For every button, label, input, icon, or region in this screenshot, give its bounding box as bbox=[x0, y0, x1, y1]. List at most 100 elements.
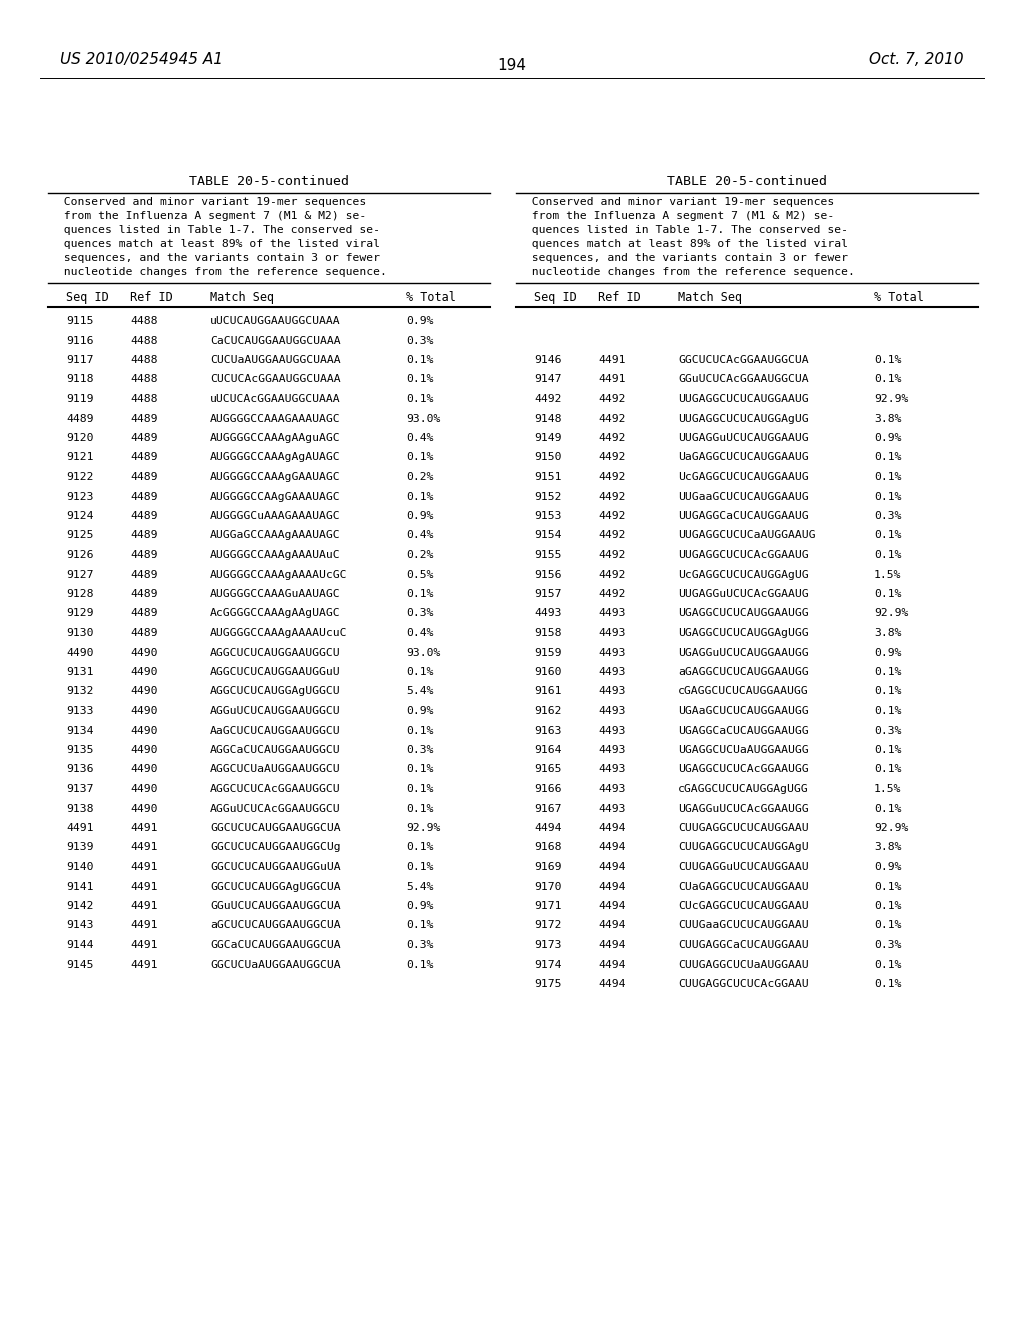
Text: 9137: 9137 bbox=[66, 784, 93, 795]
Text: AUGGGGCCAAAgAAguAGC: AUGGGGCCAAAgAAguAGC bbox=[210, 433, 341, 444]
Text: CUUGAGGCUCUCAUGGAAU: CUUGAGGCUCUCAUGGAAU bbox=[678, 822, 809, 833]
Text: AUGGGGCCAAAgAgAUAGC: AUGGGGCCAAAgAgAUAGC bbox=[210, 453, 341, 462]
Text: 4489: 4489 bbox=[130, 531, 158, 540]
Text: 4491: 4491 bbox=[130, 842, 158, 853]
Text: Ref ID: Ref ID bbox=[598, 290, 641, 304]
Text: 9167: 9167 bbox=[534, 804, 561, 813]
Text: 0.4%: 0.4% bbox=[406, 531, 433, 540]
Text: 0.9%: 0.9% bbox=[406, 315, 433, 326]
Text: 4488: 4488 bbox=[130, 315, 158, 326]
Text: UUGaaGCUCUCAUGGAAUG: UUGaaGCUCUCAUGGAAUG bbox=[678, 491, 809, 502]
Text: 9123: 9123 bbox=[66, 491, 93, 502]
Text: 9136: 9136 bbox=[66, 764, 93, 775]
Text: AGGCaCUCAUGGAAUGGCU: AGGCaCUCAUGGAAUGGCU bbox=[210, 744, 341, 755]
Text: uUCUCAcGGAAUGGCUAAA: uUCUCAcGGAAUGGCUAAA bbox=[210, 393, 341, 404]
Text: 92.9%: 92.9% bbox=[874, 822, 908, 833]
Text: 4492: 4492 bbox=[598, 393, 626, 404]
Text: 0.3%: 0.3% bbox=[406, 744, 433, 755]
Text: 9157: 9157 bbox=[534, 589, 561, 599]
Text: 0.9%: 0.9% bbox=[874, 648, 901, 657]
Text: from the Influenza A segment 7 (M1 & M2) se-: from the Influenza A segment 7 (M1 & M2)… bbox=[50, 211, 367, 220]
Text: cGAGGCUCUCAUGGAgUGG: cGAGGCUCUCAUGGAgUGG bbox=[678, 784, 809, 795]
Text: 0.1%: 0.1% bbox=[874, 902, 901, 911]
Text: 9135: 9135 bbox=[66, 744, 93, 755]
Text: 0.1%: 0.1% bbox=[874, 706, 901, 715]
Text: % Total: % Total bbox=[406, 290, 456, 304]
Text: 4492: 4492 bbox=[598, 433, 626, 444]
Text: 9172: 9172 bbox=[534, 920, 561, 931]
Text: 4494: 4494 bbox=[598, 862, 626, 873]
Text: 4494: 4494 bbox=[598, 822, 626, 833]
Text: 4493: 4493 bbox=[598, 667, 626, 677]
Text: 0.1%: 0.1% bbox=[406, 355, 433, 366]
Text: 0.3%: 0.3% bbox=[406, 609, 433, 619]
Text: 4492: 4492 bbox=[598, 511, 626, 521]
Text: 4489: 4489 bbox=[130, 628, 158, 638]
Text: 9160: 9160 bbox=[534, 667, 561, 677]
Text: 93.0%: 93.0% bbox=[406, 413, 440, 424]
Text: 0.1%: 0.1% bbox=[874, 550, 901, 560]
Text: 0.1%: 0.1% bbox=[406, 375, 433, 384]
Text: CUUGAGGuUCUCAUGGAAU: CUUGAGGuUCUCAUGGAAU bbox=[678, 862, 809, 873]
Text: quences match at least 89% of the listed viral: quences match at least 89% of the listed… bbox=[50, 239, 380, 249]
Text: AGGCUCUCAcGGAAUGGCU: AGGCUCUCAcGGAAUGGCU bbox=[210, 784, 341, 795]
Text: UGAGGuUCUCAcGGAAUGG: UGAGGuUCUCAcGGAAUGG bbox=[678, 804, 809, 813]
Text: 9174: 9174 bbox=[534, 960, 561, 969]
Text: 4492: 4492 bbox=[598, 589, 626, 599]
Text: 0.1%: 0.1% bbox=[406, 589, 433, 599]
Text: UUGAGGCUCUCaAUGGAAUG: UUGAGGCUCUCaAUGGAAUG bbox=[678, 531, 815, 540]
Text: 4494: 4494 bbox=[598, 902, 626, 911]
Text: 0.9%: 0.9% bbox=[406, 902, 433, 911]
Text: 4494: 4494 bbox=[598, 920, 626, 931]
Text: Match Seq: Match Seq bbox=[678, 290, 742, 304]
Text: 0.2%: 0.2% bbox=[406, 473, 433, 482]
Text: US 2010/0254945 A1: US 2010/0254945 A1 bbox=[60, 51, 223, 67]
Text: 9162: 9162 bbox=[534, 706, 561, 715]
Text: 9151: 9151 bbox=[534, 473, 561, 482]
Text: 4489: 4489 bbox=[130, 491, 158, 502]
Text: AUGGGGCCAAAGAAAUAGC: AUGGGGCCAAAGAAAUAGC bbox=[210, 413, 341, 424]
Text: 9118: 9118 bbox=[66, 375, 93, 384]
Text: 3.8%: 3.8% bbox=[874, 842, 901, 853]
Text: 0.4%: 0.4% bbox=[406, 628, 433, 638]
Text: 9166: 9166 bbox=[534, 784, 561, 795]
Text: 4490: 4490 bbox=[130, 648, 158, 657]
Text: 0.5%: 0.5% bbox=[406, 569, 433, 579]
Text: AGGCUCUCAUGGAAUGGuU: AGGCUCUCAUGGAAUGGuU bbox=[210, 667, 341, 677]
Text: 4489: 4489 bbox=[130, 511, 158, 521]
Text: CUUGAGGCUCUCAcGGAAU: CUUGAGGCUCUCAcGGAAU bbox=[678, 979, 809, 989]
Text: AUGGGGCCAAAGuAAUAGC: AUGGGGCCAAAGuAAUAGC bbox=[210, 589, 341, 599]
Text: 9128: 9128 bbox=[66, 589, 93, 599]
Text: 0.9%: 0.9% bbox=[874, 862, 901, 873]
Text: 92.9%: 92.9% bbox=[874, 609, 908, 619]
Text: CUUGAGGCaCUCAUGGAAU: CUUGAGGCaCUCAUGGAAU bbox=[678, 940, 809, 950]
Text: 4494: 4494 bbox=[598, 960, 626, 969]
Text: 4490: 4490 bbox=[130, 667, 158, 677]
Text: Seq ID: Seq ID bbox=[66, 290, 109, 304]
Text: quences listed in Table 1-7. The conserved se-: quences listed in Table 1-7. The conserv… bbox=[518, 224, 848, 235]
Text: 4491: 4491 bbox=[130, 882, 158, 891]
Text: 9116: 9116 bbox=[66, 335, 93, 346]
Text: 0.1%: 0.1% bbox=[874, 453, 901, 462]
Text: quences listed in Table 1-7. The conserved se-: quences listed in Table 1-7. The conserv… bbox=[50, 224, 380, 235]
Text: cGAGGCUCUCAUGGAAUGG: cGAGGCUCUCAUGGAAUGG bbox=[678, 686, 809, 697]
Text: Ref ID: Ref ID bbox=[130, 290, 173, 304]
Text: aGAGGCUCUCAUGGAAUGG: aGAGGCUCUCAUGGAAUGG bbox=[678, 667, 809, 677]
Text: UGAGGCaCUCAUGGAAUGG: UGAGGCaCUCAUGGAAUGG bbox=[678, 726, 809, 735]
Text: CUUGaaGCUCUCAUGGAAU: CUUGaaGCUCUCAUGGAAU bbox=[678, 920, 809, 931]
Text: UcGAGGCUCUCAUGGAAUG: UcGAGGCUCUCAUGGAAUG bbox=[678, 473, 809, 482]
Text: CaCUCAUGGAAUGGCUAAA: CaCUCAUGGAAUGGCUAAA bbox=[210, 335, 341, 346]
Text: 9122: 9122 bbox=[66, 473, 93, 482]
Text: 4492: 4492 bbox=[598, 550, 626, 560]
Text: 9173: 9173 bbox=[534, 940, 561, 950]
Text: 0.1%: 0.1% bbox=[874, 744, 901, 755]
Text: 9125: 9125 bbox=[66, 531, 93, 540]
Text: TABLE 20-5-continued: TABLE 20-5-continued bbox=[667, 176, 827, 187]
Text: GGCUCUCAUGGAAUGGCUA: GGCUCUCAUGGAAUGGCUA bbox=[210, 822, 341, 833]
Text: AUGGGGCCAAAgAAAUAuC: AUGGGGCCAAAgAAAUAuC bbox=[210, 550, 341, 560]
Text: 9163: 9163 bbox=[534, 726, 561, 735]
Text: 4490: 4490 bbox=[130, 764, 158, 775]
Text: 3.8%: 3.8% bbox=[874, 628, 901, 638]
Text: 0.3%: 0.3% bbox=[874, 726, 901, 735]
Text: 9141: 9141 bbox=[66, 882, 93, 891]
